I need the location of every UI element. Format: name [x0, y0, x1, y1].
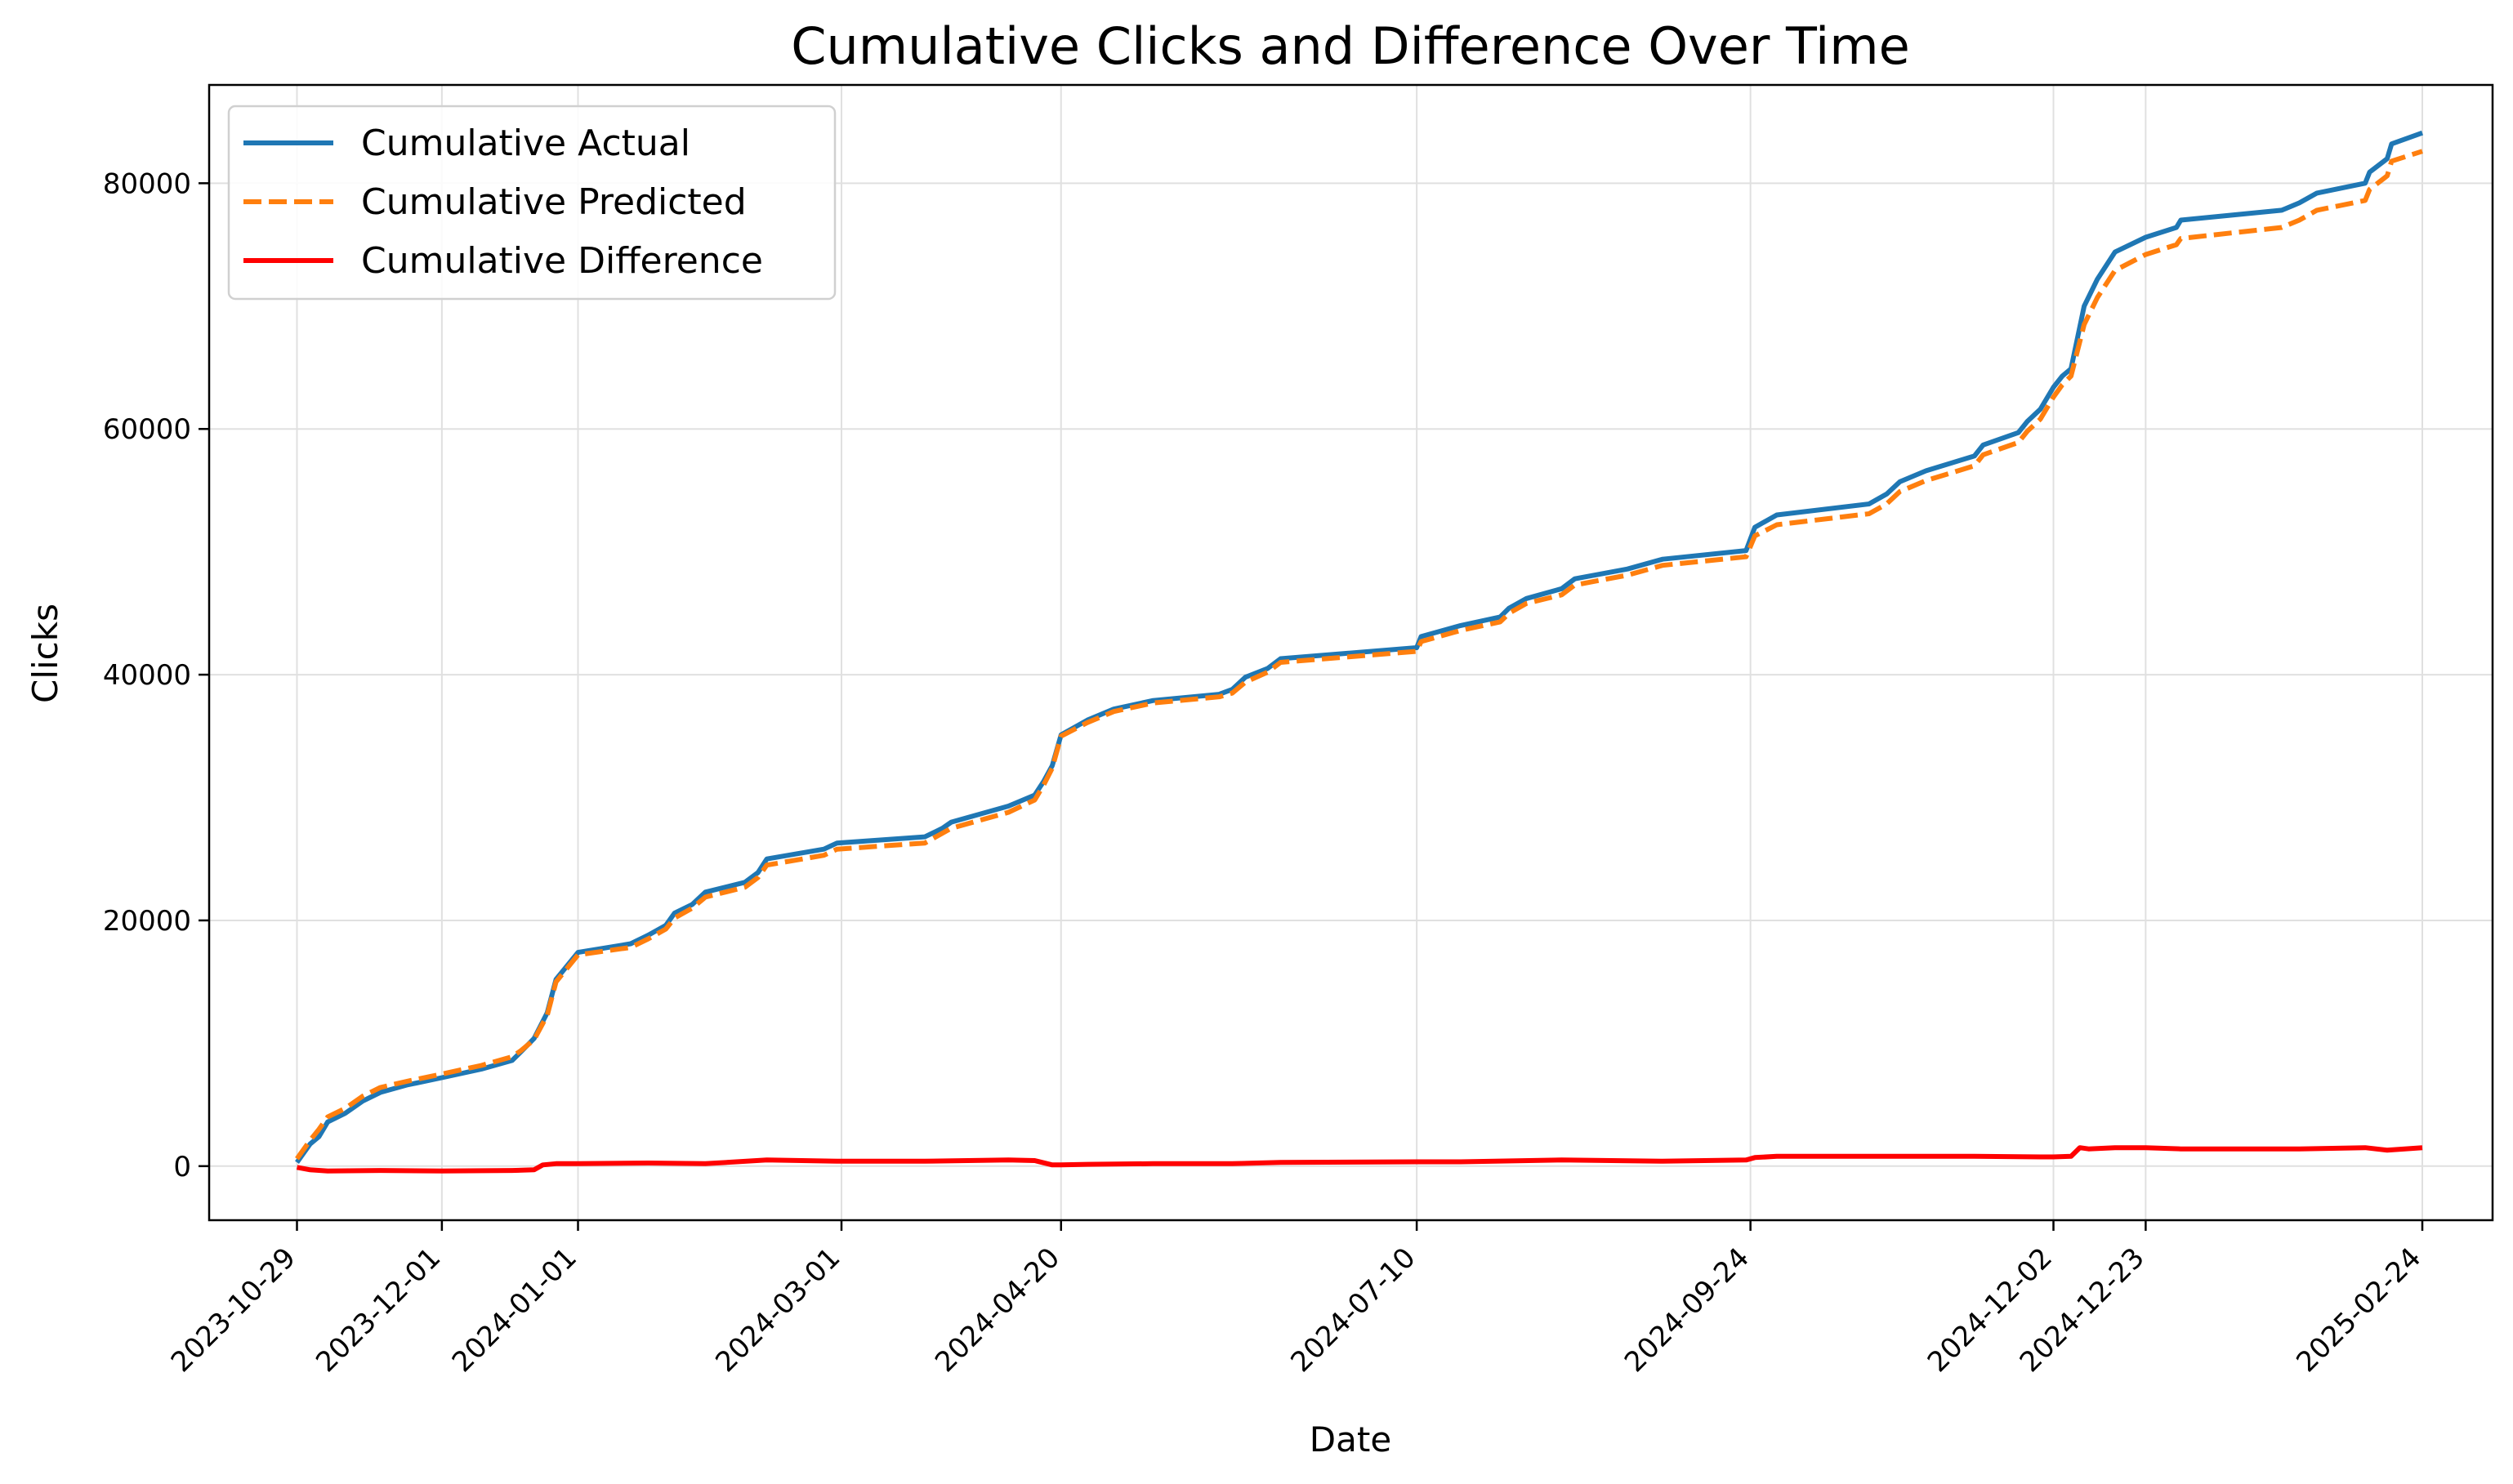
legend-label-predicted: Cumulative Predicted — [361, 181, 747, 223]
plot-area-frame — [208, 83, 2494, 1222]
series-line-cumulative-predicted — [295, 149, 2423, 1161]
legend: Cumulative Actual Cumulative Predicted C… — [227, 105, 837, 301]
legend-label-actual: Cumulative Actual — [361, 123, 690, 164]
y-tick-label: 80000 — [103, 167, 191, 200]
series-line-cumulative-difference — [296, 1145, 2423, 1174]
y-tick-label: 40000 — [103, 659, 191, 692]
y-tick-label: 60000 — [103, 413, 191, 446]
y-axis-label: Clicks — [25, 604, 65, 703]
legend-box — [227, 105, 837, 301]
x-axis-label: Date — [1310, 1419, 1391, 1459]
y-tick-label: 20000 — [103, 905, 191, 938]
y-axis-ticks: 0 20000 40000 60000 80000 — [103, 167, 209, 1183]
series-lines — [295, 130, 2424, 1174]
series-line-cumulative-actual — [295, 130, 2424, 1165]
legend-label-difference: Cumulative Difference — [361, 240, 763, 282]
chart-title: Cumulative Clicks and Difference Over Ti… — [791, 16, 1910, 76]
y-tick-label: 0 — [173, 1151, 191, 1183]
